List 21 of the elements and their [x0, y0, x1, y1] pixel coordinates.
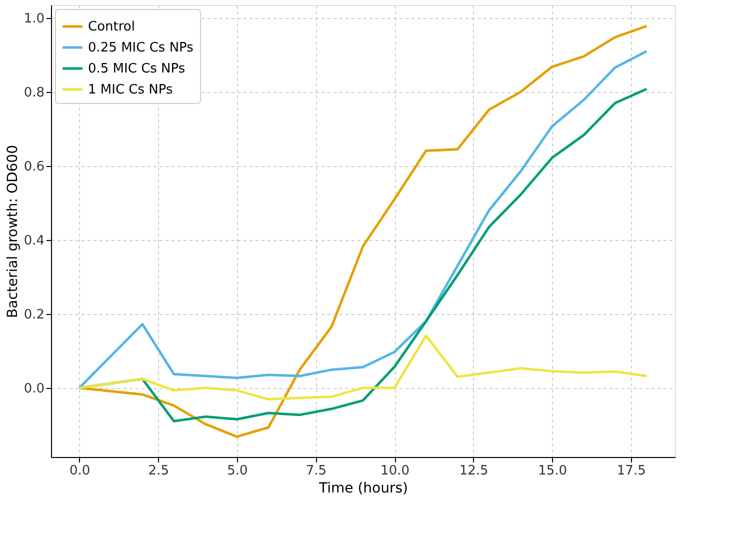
legend-label: 0.25 MIC Cs NPs: [88, 40, 194, 56]
x-tick-label: 2.5: [148, 464, 169, 478]
x-tick-label: 17.5: [616, 464, 646, 478]
x-axis-title: Time (hours): [318, 480, 408, 496]
y-tick-label: 0.2: [24, 307, 44, 322]
x-tick-label: 5.0: [227, 464, 248, 478]
y-tick-label: 0.8: [24, 85, 44, 100]
x-tick-label: 12.5: [459, 464, 488, 478]
y-tick-label: 1.0: [24, 11, 44, 26]
x-tick-label: 10.0: [380, 464, 410, 478]
y-axis-title: Bacterial growth: OD600: [4, 145, 21, 318]
x-tick-label: 7.5: [306, 464, 327, 478]
y-tick-label: 0.6: [24, 159, 44, 174]
legend-label: Control: [88, 20, 135, 34]
y-tick-label: 0.0: [24, 381, 44, 396]
x-tick-label: 0.0: [70, 464, 90, 478]
y-tick-label: 0.4: [24, 233, 44, 248]
legend-label: 1 MIC Cs NPs: [88, 82, 173, 98]
legend-label: 0.5 MIC Cs NPs: [88, 62, 186, 76]
x-tick-label: 15.0: [538, 464, 568, 478]
line-series: [78, 334, 648, 401]
